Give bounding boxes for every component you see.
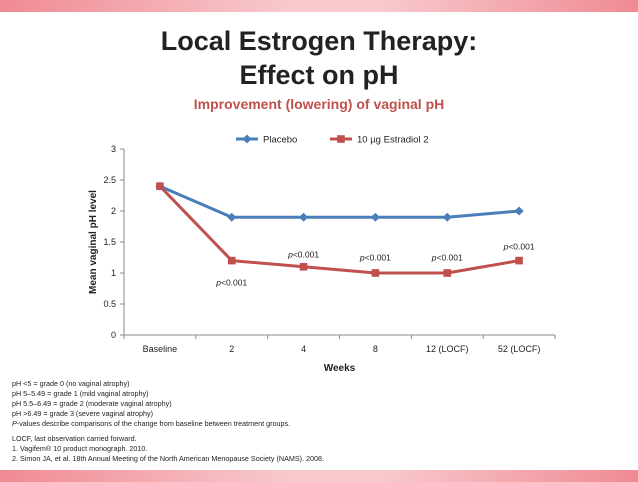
estradiol-point <box>156 182 164 190</box>
x-axis-title: Weeks <box>324 363 356 374</box>
estradiol-point <box>443 269 452 277</box>
p-value-prefix: p <box>431 253 437 263</box>
y-tick-label: 2.5 <box>103 175 116 185</box>
p-value-label: p<0.001 <box>215 277 247 287</box>
placebo-point <box>442 212 452 222</box>
p-value-text: <0.001 <box>508 241 535 251</box>
x-tick-label: 52 (LOCF) <box>498 344 541 354</box>
p-value-prefix: p <box>503 241 509 251</box>
placebo-point <box>299 212 309 222</box>
estradiol-point <box>371 269 380 277</box>
estradiol-point <box>515 256 523 265</box>
chart-legend: Placebo 10 µg Estradiol 2 <box>236 134 429 146</box>
placebo-point <box>227 212 237 222</box>
slide-title-line1: Local Estrogen Therapy: <box>160 26 478 56</box>
footnote-ref1: 1. Vagifem® 10 product monograph. 2010. <box>12 444 148 453</box>
legend-marker-square <box>337 135 345 143</box>
y-tick-label: 2 <box>111 206 116 216</box>
p-value-text: <0.001 <box>365 253 392 263</box>
footnote-pvalue: P-values describe comparisons of the cha… <box>12 419 622 429</box>
footnote-pvalue-prefix: P <box>12 419 17 428</box>
estradiol-point <box>227 256 236 265</box>
p-value-label: p<0.001 <box>503 241 535 251</box>
p-value-text: <0.001 <box>221 277 248 287</box>
ph-line-chart: Placebo 10 µg Estradiol 2 0 0.5 1 1.5 2 2.5 3 Ba… <box>88 134 556 374</box>
placebo-point <box>514 206 524 216</box>
p-value-label: p<0.001 <box>359 253 391 263</box>
p-value-prefix: p <box>287 250 293 260</box>
slide-subtitle: Improvement (lowering) of vaginal pH <box>193 96 445 112</box>
slide-title: Local Estrogen Therapy: Effect on pH <box>0 24 638 92</box>
p-value-text: <0.001 <box>293 250 320 260</box>
p-value-prefix: p <box>215 277 221 287</box>
legend-marker-diamond <box>242 134 252 144</box>
p-value-prefix: p <box>359 253 365 263</box>
footnote-grade2: pH 5.5–6.49 = grade 2 (moderate vaginal … <box>12 399 172 408</box>
legend-label-1: 10 µg Estradiol 2 <box>357 135 429 146</box>
series-line-1 <box>158 185 520 275</box>
footnote-grade1: pH 5–5.49 = grade 1 (mild vaginal atroph… <box>12 389 149 398</box>
chart-axes: 0 0.5 1 1.5 2 2.5 3 Baseline 2 4 8 12 (LOCF) 52 (LOC… <box>88 144 556 374</box>
y-tick-label: 0 <box>111 330 116 340</box>
x-tick-label: Baseline <box>143 344 178 354</box>
slide-title-line2: Effect on pH <box>239 60 399 90</box>
p-value-text: <0.001 <box>436 253 463 263</box>
y-tick-label: 1.5 <box>103 237 116 247</box>
legend-label-0: Placebo <box>263 135 297 146</box>
x-tick-label: 12 (LOCF) <box>426 344 469 354</box>
footnote-locf: LOCF, last observation carried forward. <box>12 434 137 443</box>
chart-series <box>155 181 524 277</box>
footnote-ref2: 2. Simon JA, et al. 18th Annual Meeting … <box>12 454 325 463</box>
x-tick-label: 8 <box>373 344 378 354</box>
y-axis-title: Mean vaginal pH level <box>88 190 99 294</box>
p-value-label: p<0.001 <box>431 253 463 263</box>
footnote-grade3: pH >6.49 = grade 3 (severe vaginal atrop… <box>12 409 154 418</box>
top-decorative-band <box>0 0 638 12</box>
footnote-grade0: pH <5 = grade 0 (no vaginal atrophy) <box>12 379 130 388</box>
estradiol-point <box>299 263 308 271</box>
x-tick-label: 2 <box>229 344 234 354</box>
footnotes: pH <5 = grade 0 (no vaginal atrophy) pH … <box>12 379 622 464</box>
footnote-pvalue-text: -values describe comparisons of the chan… <box>16 419 291 428</box>
y-tick-label: 1 <box>111 268 116 278</box>
placebo-point <box>370 212 380 222</box>
y-tick-label: 3 <box>111 144 116 154</box>
x-tick-label: 4 <box>301 344 306 354</box>
bottom-decorative-band <box>0 470 638 482</box>
y-tick-label: 0.5 <box>103 299 116 309</box>
series-line-0 <box>159 184 520 219</box>
p-value-label: p<0.001 <box>287 250 319 260</box>
